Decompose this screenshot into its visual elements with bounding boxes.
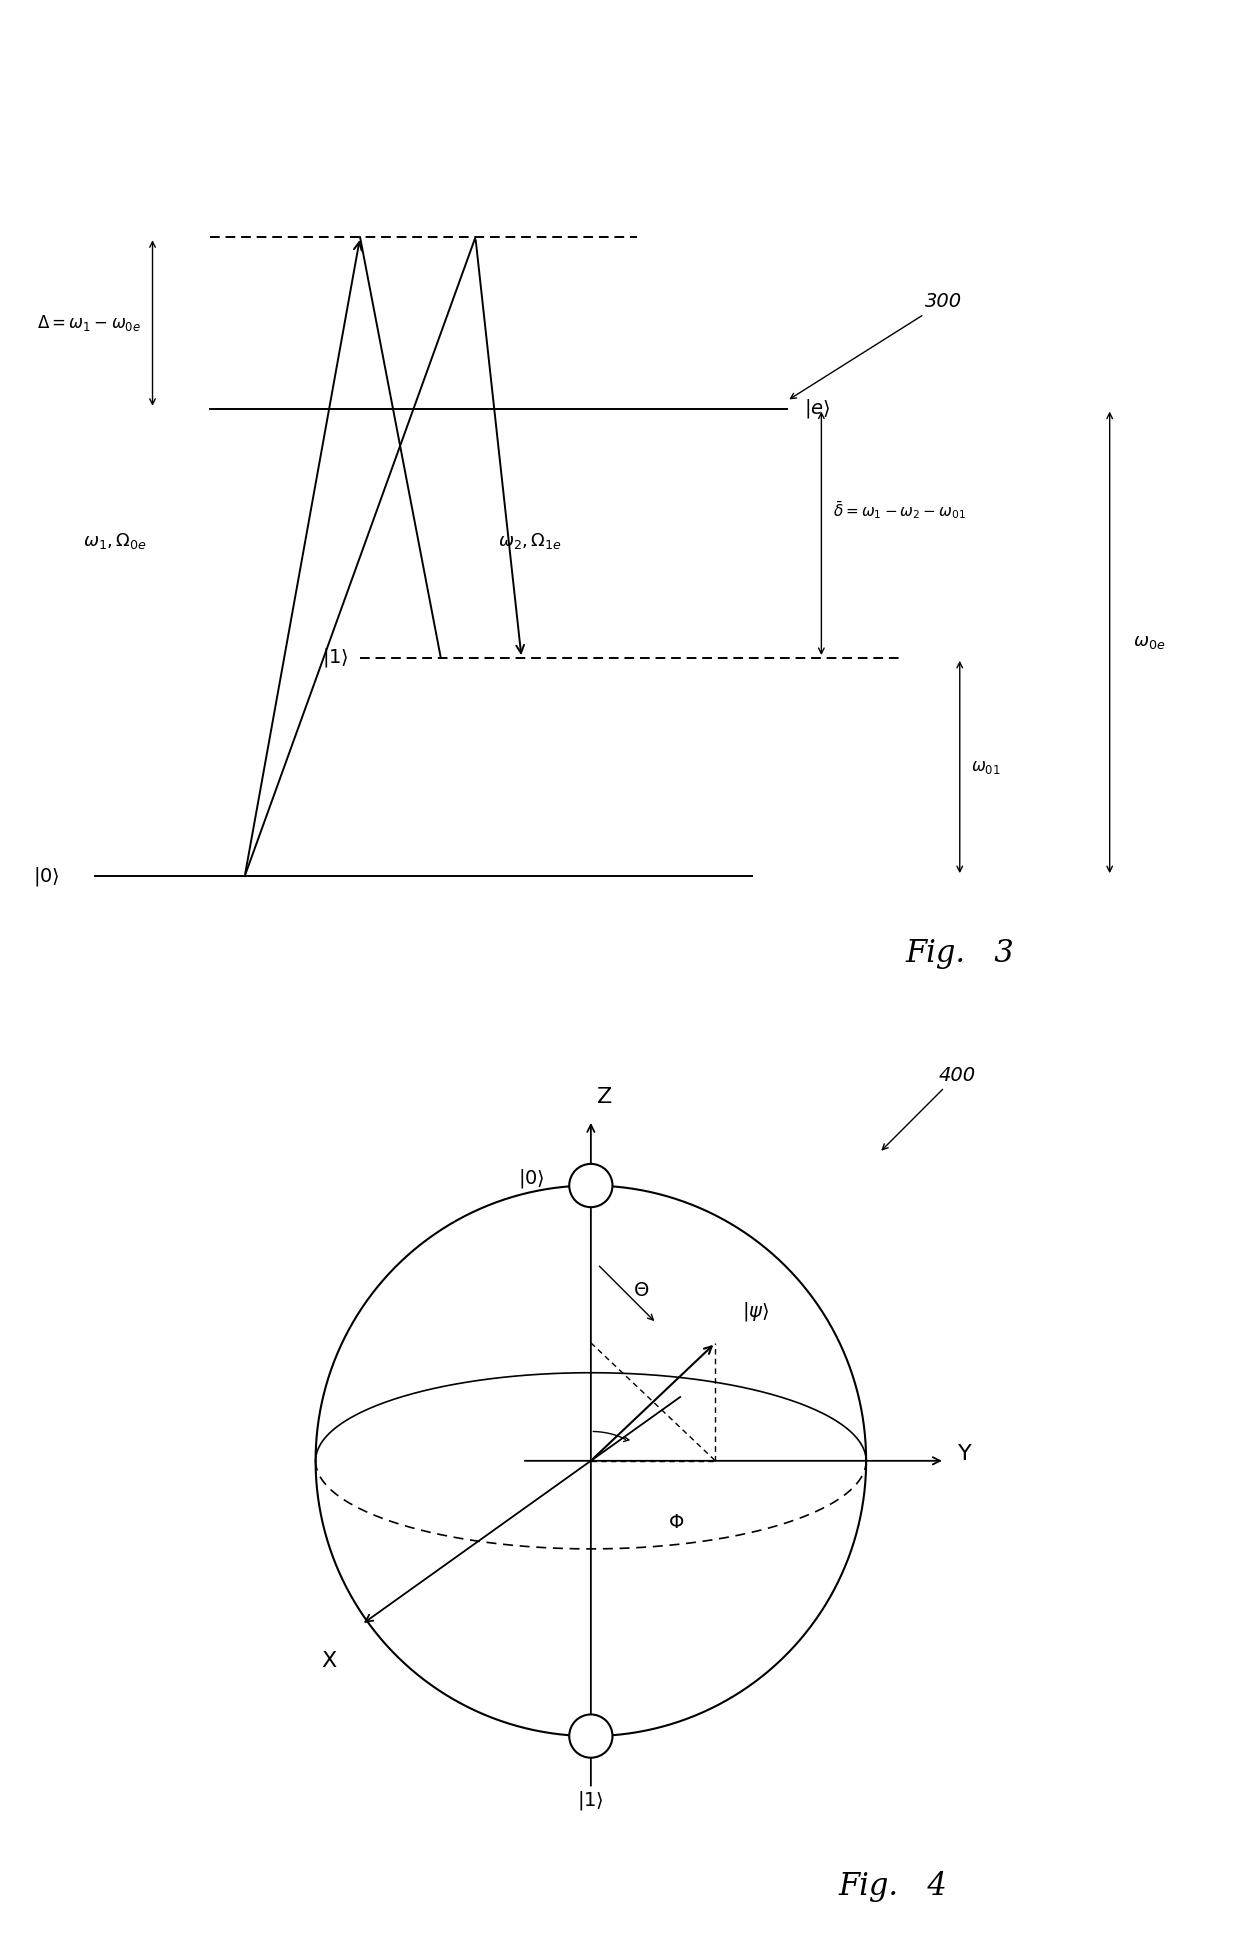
Text: Y: Y — [959, 1445, 972, 1464]
Text: $|1\rangle$: $|1\rangle$ — [321, 646, 348, 669]
Text: $\Theta$: $\Theta$ — [634, 1282, 650, 1299]
Text: $\omega_2, \Omega_{1e}$: $\omega_2, \Omega_{1e}$ — [498, 531, 563, 551]
Text: $\bar{\delta} = \omega_1 - \omega_2 - \omega_{01}$: $\bar{\delta} = \omega_1 - \omega_2 - \o… — [833, 498, 966, 522]
Text: $\omega_1, \Omega_{0e}$: $\omega_1, \Omega_{0e}$ — [83, 531, 148, 551]
Text: X: X — [321, 1650, 336, 1671]
Text: $\omega_{0e}$: $\omega_{0e}$ — [1133, 634, 1166, 652]
Text: $\Phi$: $\Phi$ — [668, 1512, 684, 1532]
Circle shape — [569, 1163, 613, 1208]
Text: $\Delta = \omega_1 - \omega_{0e}$: $\Delta = \omega_1 - \omega_{0e}$ — [37, 312, 141, 334]
Text: $|1\rangle$: $|1\rangle$ — [578, 1788, 604, 1811]
Text: 400: 400 — [883, 1066, 976, 1150]
Text: 300: 300 — [790, 293, 962, 399]
Text: Z: Z — [598, 1088, 613, 1107]
Text: $\omega_{01}$: $\omega_{01}$ — [971, 758, 1001, 776]
Circle shape — [569, 1714, 613, 1759]
Text: $|0\rangle$: $|0\rangle$ — [518, 1167, 544, 1191]
Text: $|\psi\rangle$: $|\psi\rangle$ — [742, 1301, 769, 1322]
Text: $|e\rangle$: $|e\rangle$ — [804, 397, 831, 421]
Text: Fig.   4: Fig. 4 — [838, 1871, 946, 1902]
Text: $|0\rangle$: $|0\rangle$ — [33, 865, 61, 888]
Text: Fig.   3: Fig. 3 — [905, 938, 1014, 970]
